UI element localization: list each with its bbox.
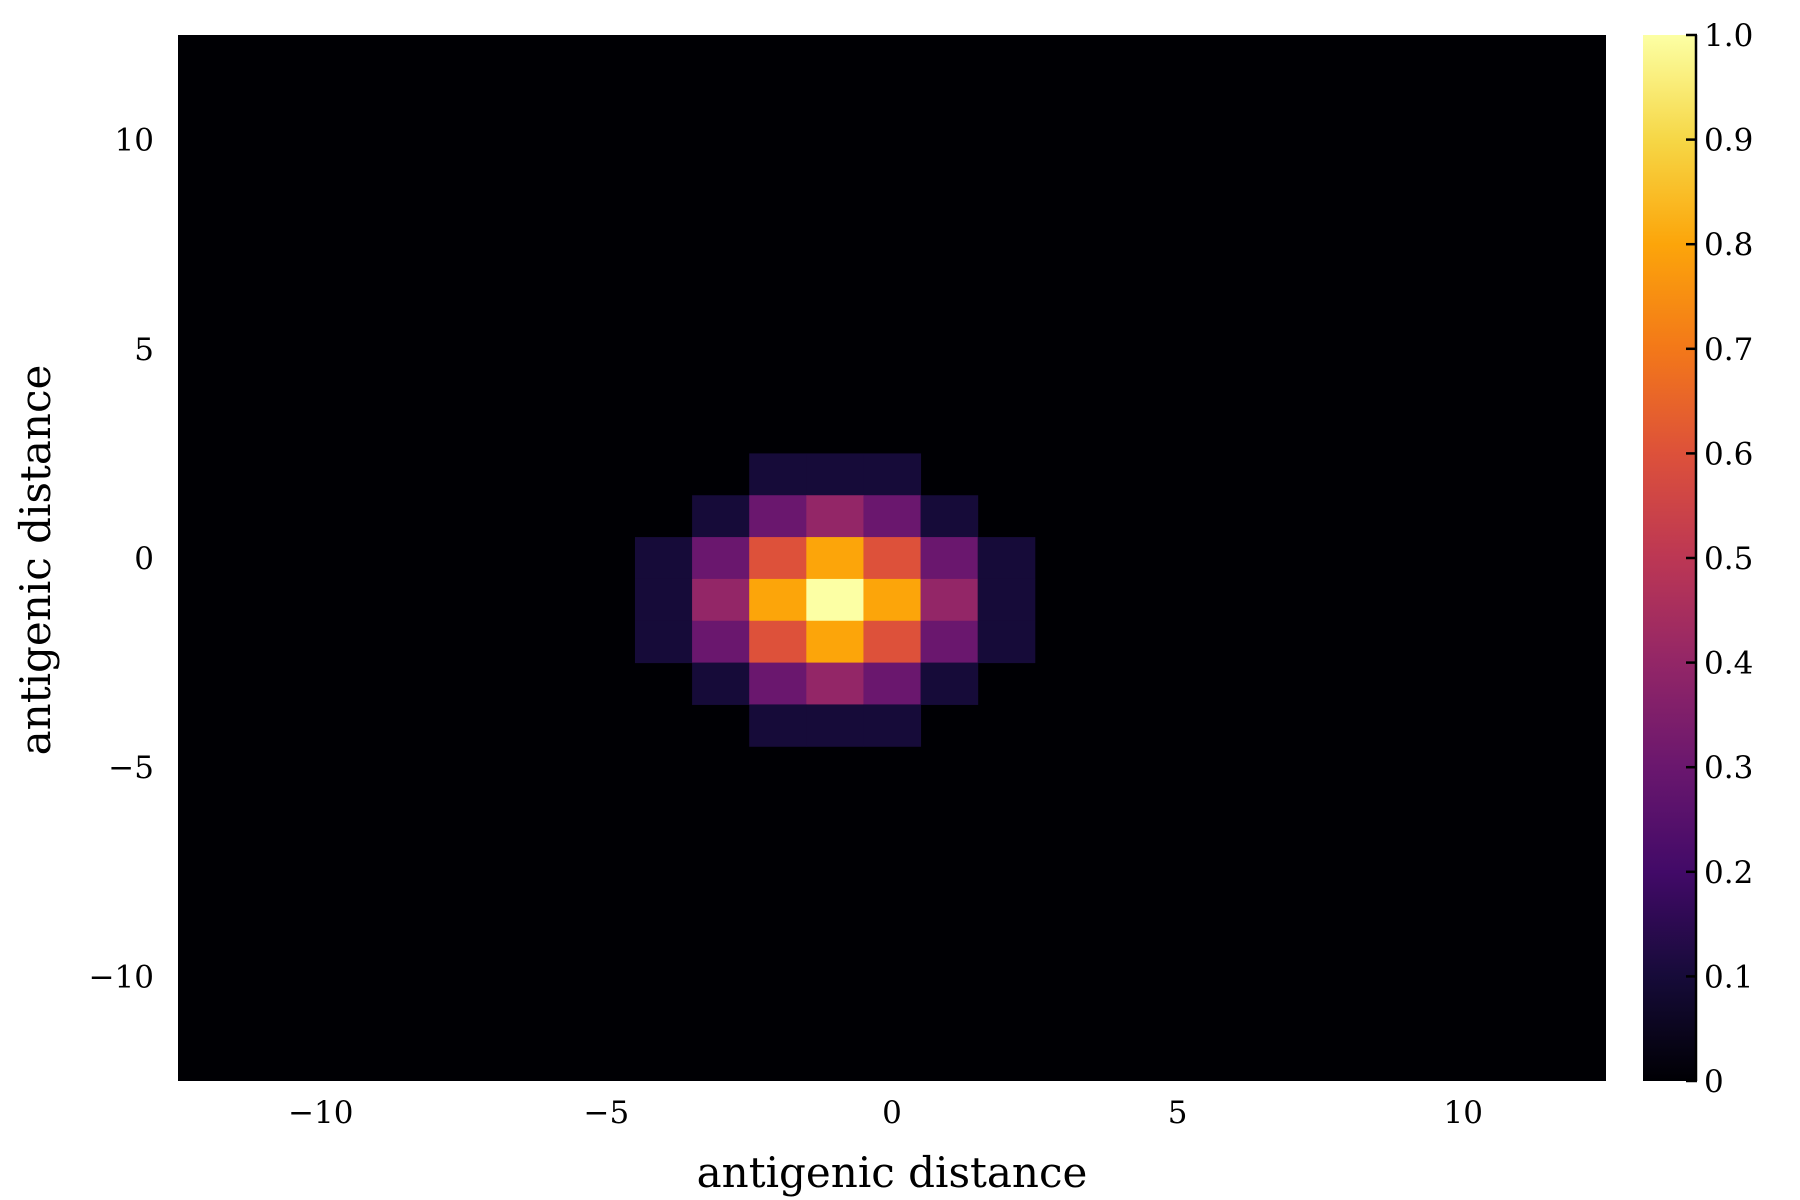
heatmap-cell <box>863 495 922 538</box>
heatmap-cell <box>863 453 922 496</box>
heatmap-cell <box>863 537 922 580</box>
heatmap-cell <box>692 495 750 538</box>
y-tick-label: 0 <box>134 541 154 577</box>
heatmap-cell <box>863 662 922 705</box>
heatmap-cell <box>920 620 979 664</box>
colorbar-tick-label: 0.8 <box>1704 227 1753 263</box>
heatmap-cell <box>634 578 693 622</box>
colorbar-tick-label: 0.4 <box>1704 646 1753 682</box>
heatmap-cell <box>863 578 922 622</box>
heatmap-cell <box>863 620 922 664</box>
x-axis: −10 −5 0 5 10 <box>288 1095 1483 1131</box>
heatmap-cell <box>977 620 1036 664</box>
heatmap-cell <box>806 620 864 664</box>
x-tick-label: 5 <box>1168 1095 1188 1131</box>
heatmap-cell <box>806 662 864 705</box>
heatmap-cell <box>920 495 979 538</box>
y-axis: −10 −5 0 5 10 <box>89 123 154 996</box>
colorbar: 0 0.1 0.2 0.3 0.4 0.5 0.6 0.7 0.8 0.9 1.0 <box>1643 18 1753 1100</box>
heatmap-cell <box>692 620 750 664</box>
heatmap-cell <box>749 662 807 705</box>
colorbar-tick-label: 0.6 <box>1704 436 1753 472</box>
x-tick-label: −10 <box>288 1095 353 1131</box>
x-axis-title: antigenic distance <box>697 1148 1088 1197</box>
colorbar-tick-label: 1.0 <box>1704 18 1753 54</box>
heatmap-cells <box>634 453 1036 747</box>
y-tick-label: −10 <box>89 959 154 995</box>
heatmap-cell <box>634 537 693 580</box>
colorbar-tick-label: 0.5 <box>1704 541 1753 577</box>
heatmap-cell <box>749 704 807 747</box>
heatmap-cell <box>692 537 750 580</box>
y-tick-label: −5 <box>108 750 154 786</box>
x-tick-label: 0 <box>882 1095 902 1131</box>
heatmap-cell <box>692 662 750 705</box>
heatmap-cell <box>920 662 979 705</box>
heatmap-cell <box>749 537 807 580</box>
y-tick-label: 5 <box>134 332 154 368</box>
heatmap-cell <box>692 578 750 622</box>
colorbar-tick-label: 0.9 <box>1704 123 1753 159</box>
heatmap-cell <box>634 620 693 664</box>
heatmap-cell <box>863 704 922 747</box>
heatmap-cell <box>806 704 864 747</box>
heatmap-cell <box>749 495 807 538</box>
heatmap-cell <box>806 578 864 622</box>
y-axis-title: antigenic distance <box>11 365 60 756</box>
heatmap-cell <box>749 620 807 664</box>
y-tick-label: 10 <box>115 123 154 159</box>
x-tick-label: −5 <box>584 1095 630 1131</box>
heatmap-cell <box>806 537 864 580</box>
colorbar-tick-label: 0 <box>1704 1064 1724 1100</box>
heatmap-cell <box>749 453 807 496</box>
colorbar-tick-label: 0.3 <box>1704 750 1753 786</box>
heatmap-cell <box>806 495 864 538</box>
heatmap-cell <box>749 578 807 622</box>
heatmap-cell <box>920 537 979 580</box>
colorbar-tick-label: 0.1 <box>1704 959 1753 995</box>
heatmap-cell <box>920 578 979 622</box>
heatmap-cell <box>977 578 1036 622</box>
heatmap-cell <box>806 453 864 496</box>
colorbar-tick-label: 0.2 <box>1704 855 1753 891</box>
colorbar-tick-label: 0.7 <box>1704 332 1753 368</box>
x-tick-label: 10 <box>1443 1095 1482 1131</box>
heatmap-cell <box>977 537 1036 580</box>
